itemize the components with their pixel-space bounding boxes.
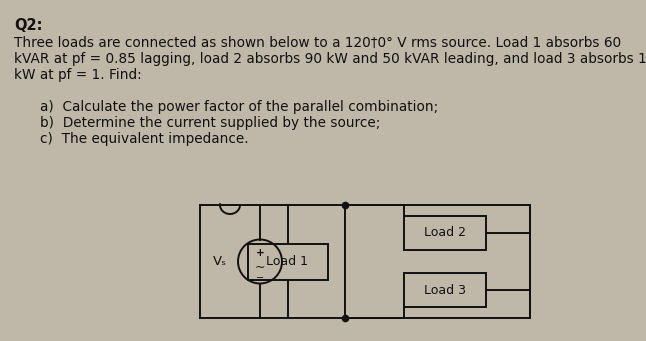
Text: Vₛ: Vₛ <box>213 255 227 268</box>
Text: +: + <box>256 249 264 258</box>
Text: Three loads are connected as shown below to a 120†0° V rms source. Load 1 absorb: Three loads are connected as shown below… <box>14 36 621 50</box>
Text: ~: ~ <box>255 261 266 274</box>
Text: Load 2: Load 2 <box>424 226 466 239</box>
Text: b)  Determine the current supplied by the source;: b) Determine the current supplied by the… <box>40 116 380 130</box>
Text: Q2:: Q2: <box>14 18 43 33</box>
Text: kVAR at pf = 0.85 lagging, load 2 absorbs 90 kW and 50 kVAR leading, and load 3 : kVAR at pf = 0.85 lagging, load 2 absorb… <box>14 52 646 66</box>
Text: c)  The equivalent impedance.: c) The equivalent impedance. <box>40 132 249 146</box>
Text: Load 1: Load 1 <box>267 255 309 268</box>
Text: a)  Calculate the power factor of the parallel combination;: a) Calculate the power factor of the par… <box>40 100 438 114</box>
Text: kW at pf = 1. Find:: kW at pf = 1. Find: <box>14 68 141 82</box>
Text: −: − <box>256 272 264 282</box>
Text: Load 3: Load 3 <box>424 283 466 297</box>
